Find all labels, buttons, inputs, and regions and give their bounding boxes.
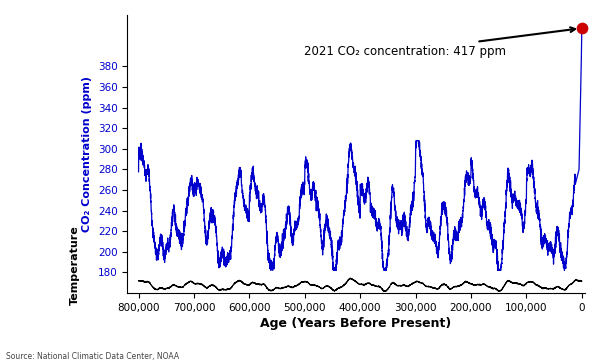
Text: 2021 CO₂ concentration: 417 ppm: 2021 CO₂ concentration: 417 ppm — [304, 27, 575, 57]
X-axis label: Age (Years Before Present): Age (Years Before Present) — [260, 317, 452, 330]
Y-axis label: CO₂ Concentration (ppm): CO₂ Concentration (ppm) — [82, 76, 92, 232]
Text: Source: National Climatic Data Center, NOAA: Source: National Climatic Data Center, N… — [6, 352, 179, 361]
Point — [577, 25, 587, 31]
Text: Temperature: Temperature — [70, 225, 80, 305]
